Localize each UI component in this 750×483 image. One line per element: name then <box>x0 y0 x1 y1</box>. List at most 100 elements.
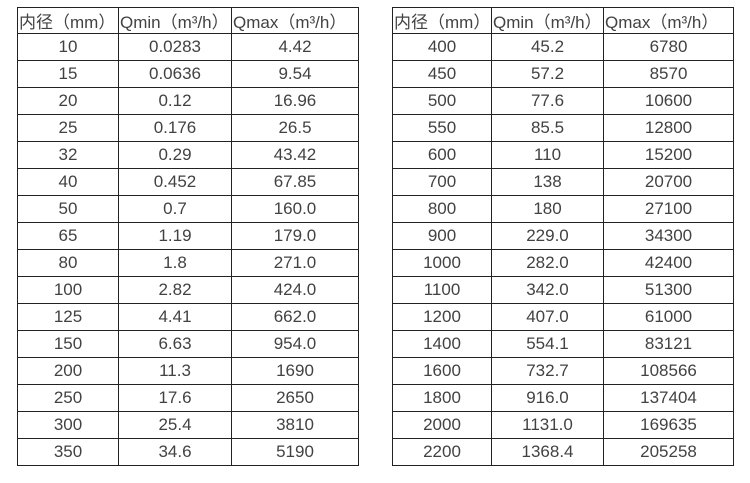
table-cell: 51300 <box>603 276 734 304</box>
table-row: 10 0.0283 4.42 <box>17 33 359 61</box>
table-cell: 1100 <box>392 276 492 304</box>
table-cell: 16.96 <box>231 87 359 115</box>
table-row: 32 0.29 43.42 <box>17 141 359 169</box>
table-cell: 108566 <box>603 357 734 385</box>
table-cell: 12800 <box>603 114 734 142</box>
table-cell: 282.0 <box>491 249 604 277</box>
table-cell: 550 <box>392 114 492 142</box>
table-row: 40 0.452 67.85 <box>17 168 359 196</box>
table-cell: 11.3 <box>118 357 232 385</box>
table-cell: 10 <box>17 33 119 61</box>
table-cell: 15 <box>17 60 119 88</box>
table-row: 900 229.0 34300 <box>392 222 734 250</box>
table-cell: 85.5 <box>491 114 604 142</box>
table-cell: 8570 <box>603 60 734 88</box>
column-header: 内径（mm） <box>17 7 119 34</box>
table-cell: 50 <box>17 195 119 223</box>
table-cell: 77.6 <box>491 87 604 115</box>
flow-range-table-small-diameters: 内径（mm） Qmin（m³/h） Qmax（m³/h） 10 0.0283 4.42 15… <box>17 7 359 466</box>
column-header: Qmax（m³/h） <box>231 7 359 34</box>
column-header: Qmax（m³/h） <box>603 7 734 34</box>
table-row: 20 0.12 16.96 <box>17 87 359 115</box>
table-cell: 25 <box>17 114 119 142</box>
table-cell: 137404 <box>603 384 734 412</box>
table-cell: 1368.4 <box>491 438 604 466</box>
table-row: 200 11.3 1690 <box>17 357 359 385</box>
table-cell: 900 <box>392 222 492 250</box>
table-cell: 450 <box>392 60 492 88</box>
table-cell: 6.63 <box>118 330 232 358</box>
table-cell: 180 <box>491 195 604 223</box>
table-cell: 45.2 <box>491 33 604 61</box>
table-row: 1400 554.1 83121 <box>392 330 734 358</box>
table-cell: 4.41 <box>118 303 232 331</box>
table-cell: 125 <box>17 303 119 331</box>
table-cell: 700 <box>392 168 492 196</box>
table-cell: 179.0 <box>231 222 359 250</box>
table-cell: 1690 <box>231 357 359 385</box>
table-cell: 407.0 <box>491 303 604 331</box>
table-row: 125 4.41 662.0 <box>17 303 359 331</box>
table-cell: 83121 <box>603 330 734 358</box>
table-cell: 1600 <box>392 357 492 385</box>
column-header: Qmin（m³/h） <box>118 7 232 34</box>
table-cell: 26.5 <box>231 114 359 142</box>
table-row: 400 45.2 6780 <box>392 33 734 61</box>
table-cell: 20 <box>17 87 119 115</box>
table-cell: 350 <box>17 438 119 466</box>
table-cell: 0.7 <box>118 195 232 223</box>
table-cell: 1.19 <box>118 222 232 250</box>
table-cell: 2.82 <box>118 276 232 304</box>
table-cell: 5190 <box>231 438 359 466</box>
table-cell: 0.176 <box>118 114 232 142</box>
table-cell: 1800 <box>392 384 492 412</box>
table-cell: 2000 <box>392 411 492 439</box>
table-row: 700 138 20700 <box>392 168 734 196</box>
table-row: 600 110 15200 <box>392 141 734 169</box>
table-cell: 1400 <box>392 330 492 358</box>
table-cell: 662.0 <box>231 303 359 331</box>
table-cell: 80 <box>17 249 119 277</box>
table-cell: 300 <box>17 411 119 439</box>
table-cell: 6780 <box>603 33 734 61</box>
table-cell: 32 <box>17 141 119 169</box>
table-cell: 3810 <box>231 411 359 439</box>
table-cell: 916.0 <box>491 384 604 412</box>
table-cell: 800 <box>392 195 492 223</box>
table-cell: 61000 <box>603 303 734 331</box>
table-cell: 1131.0 <box>491 411 604 439</box>
table-cell: 500 <box>392 87 492 115</box>
table-row: 550 85.5 12800 <box>392 114 734 142</box>
table-row: 150 6.63 954.0 <box>17 330 359 358</box>
table-cell: 160.0 <box>231 195 359 223</box>
table-cell: 732.7 <box>491 357 604 385</box>
table-cell: 954.0 <box>231 330 359 358</box>
table-row: 800 180 27100 <box>392 195 734 223</box>
table-row: 1200 407.0 61000 <box>392 303 734 331</box>
table-row: 25 0.176 26.5 <box>17 114 359 142</box>
table-row: 500 77.6 10600 <box>392 87 734 115</box>
table-cell: 342.0 <box>491 276 604 304</box>
table-cell: 43.42 <box>231 141 359 169</box>
table-row: 50 0.7 160.0 <box>17 195 359 223</box>
table-cell: 110 <box>491 141 604 169</box>
column-header: Qmin（m³/h） <box>491 7 604 34</box>
table-cell: 150 <box>17 330 119 358</box>
table-cell: 271.0 <box>231 249 359 277</box>
table-cell: 229.0 <box>491 222 604 250</box>
table-cell: 0.29 <box>118 141 232 169</box>
table-row: 65 1.19 179.0 <box>17 222 359 250</box>
table-cell: 17.6 <box>118 384 232 412</box>
table-row: 1000 282.0 42400 <box>392 249 734 277</box>
header-row: 内径（mm） Qmin（m³/h） Qmax（m³/h） <box>392 7 734 34</box>
table-cell: 250 <box>17 384 119 412</box>
table-cell: 0.452 <box>118 168 232 196</box>
table-cell: 1200 <box>392 303 492 331</box>
table-row: 80 1.8 271.0 <box>17 249 359 277</box>
table-cell: 27100 <box>603 195 734 223</box>
table-cell: 34300 <box>603 222 734 250</box>
table-cell: 600 <box>392 141 492 169</box>
table-cell: 25.4 <box>118 411 232 439</box>
table-row: 15 0.0636 9.54 <box>17 60 359 88</box>
table-row: 2000 1131.0 169635 <box>392 411 734 439</box>
